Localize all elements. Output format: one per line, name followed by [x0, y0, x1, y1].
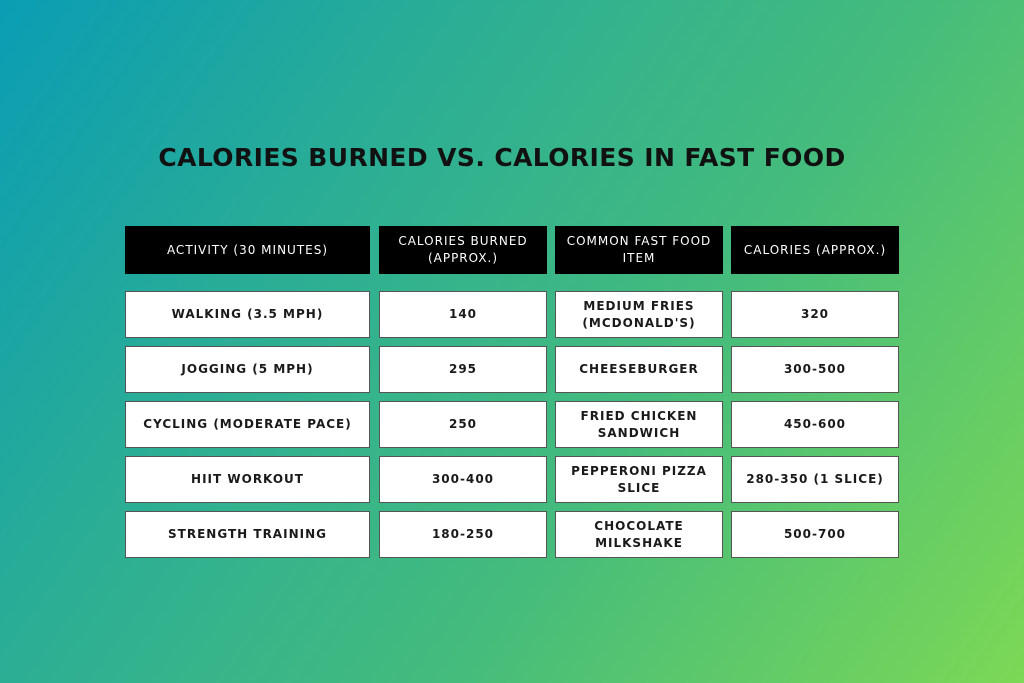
header-fast-food-item: COMMON FAST FOOD ITEM	[555, 226, 723, 274]
calories-burned-cell: 300-400	[379, 456, 547, 503]
calories-cell: 280-350 (1 SLICE)	[731, 456, 899, 503]
activity-cell: HIIT WORKOUT	[125, 456, 370, 503]
calories-burned-cell: 250	[379, 401, 547, 448]
header-calories-burned: CALORIES BURNED (APPROX.)	[379, 226, 547, 274]
calories-cell: 300-500	[731, 346, 899, 393]
calories-cell: 320	[731, 291, 899, 338]
calories-cell: 450-600	[731, 401, 899, 448]
fast-food-item-cell: FRIED CHICKEN SANDWICH	[555, 401, 723, 448]
calories-burned-cell: 180-250	[379, 511, 547, 558]
fast-food-item-cell: PEPPERONI PIZZA SLICE	[555, 456, 723, 503]
activity-cell: JOGGING (5 MPH)	[125, 346, 370, 393]
header-activity: ACTIVITY (30 MINUTES)	[125, 226, 370, 274]
calories-burned-cell: 140	[379, 291, 547, 338]
activity-cell: WALKING (3.5 MPH)	[125, 291, 370, 338]
activity-cell: STRENGTH TRAINING	[125, 511, 370, 558]
calories-cell: 500-700	[731, 511, 899, 558]
calories-burned-cell: 295	[379, 346, 547, 393]
fast-food-item-cell: CHEESEBURGER	[555, 346, 723, 393]
fast-food-item-cell: MEDIUM FRIES (MCDONALD'S)	[555, 291, 723, 338]
page-title: CALORIES BURNED VS. CALORIES IN FAST FOO…	[158, 143, 846, 172]
header-calories: CALORIES (APPROX.)	[731, 226, 899, 274]
activity-cell: CYCLING (MODERATE PACE)	[125, 401, 370, 448]
fast-food-item-cell: CHOCOLATE MILKSHAKE	[555, 511, 723, 558]
